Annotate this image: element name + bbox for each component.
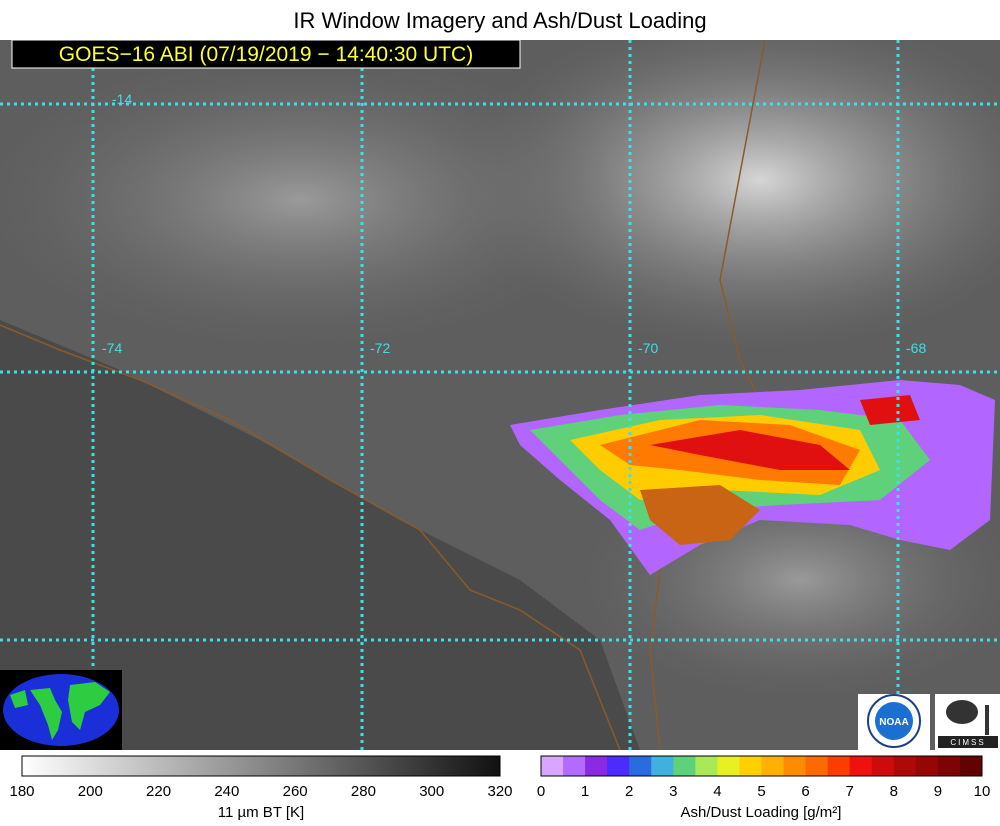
coastline <box>0 324 621 750</box>
tick-label: 200 <box>78 783 103 800</box>
subtitle-box <box>11 40 521 69</box>
lat-label: -14 <box>112 91 132 107</box>
colorbar-segment <box>937 756 961 776</box>
logo-shape <box>946 700 978 724</box>
tick-label: 280 <box>351 783 376 800</box>
continent <box>10 690 28 708</box>
colorbar-segment <box>717 756 740 776</box>
tick-label: 4 <box>713 783 721 800</box>
colorbar-segment <box>739 756 762 776</box>
colorbar-segment <box>651 756 674 776</box>
colorbar-segment <box>849 756 873 776</box>
cimss-logo: CIMSS <box>935 694 1000 750</box>
grid: -14 -74 -72 -70 -68 <box>0 40 1000 750</box>
tick-label: 3 <box>669 783 677 800</box>
plume-high <box>640 485 760 545</box>
satellite-image: -14 -74 -72 -70 -68 GOES−16 ABI (07/19/2… <box>0 40 1000 750</box>
tick-label: 0 <box>537 783 545 800</box>
logo-shape <box>985 705 989 735</box>
tick-label: 10 <box>974 783 991 800</box>
colorbar-segment <box>783 756 807 776</box>
lon-label: -68 <box>906 340 926 356</box>
logo-text: CIMSS <box>950 738 985 747</box>
tick-label: 240 <box>214 783 239 800</box>
lon-label: -74 <box>102 340 122 356</box>
ocean <box>3 674 119 746</box>
ash-plume <box>510 380 995 575</box>
colorbar <box>21 755 501 777</box>
tick-label: 260 <box>283 783 308 800</box>
colorbar-segment <box>695 756 718 776</box>
subtitle: GOES−16 ABI (07/19/2019 − 14:40:30 UTC) <box>59 43 473 66</box>
plume-high <box>650 430 850 470</box>
colorbar-segment <box>585 756 608 776</box>
logo-band <box>938 736 998 748</box>
bt-colorbar: 11 µm BT [K] 180 200 220 240 260 280 300 320 <box>9 755 513 821</box>
colorbar-label: Ash/Dust Loading [g/m²] <box>681 804 842 821</box>
colorbar-segment <box>629 756 652 776</box>
tick-label: 2 <box>625 783 633 800</box>
colorbar-label: 11 µm BT [K] <box>218 804 304 821</box>
colorbar-segment <box>805 756 829 776</box>
colorbar-segment <box>761 756 785 776</box>
colorbar-segment <box>827 756 851 776</box>
colorbar-segment <box>673 756 696 776</box>
globe-inset <box>0 670 122 750</box>
title: IR Window Imagery and Ash/Dust Loading <box>293 8 706 33</box>
tick-label: 8 <box>890 783 898 800</box>
tick-label: 320 <box>487 783 512 800</box>
tick-label: 5 <box>757 783 765 800</box>
colorbar-segment <box>563 756 586 776</box>
tick-label: 300 <box>419 783 444 800</box>
colorbar-segment <box>915 756 939 776</box>
ocean <box>0 320 640 750</box>
continent <box>30 688 62 740</box>
colorbar-frame <box>540 755 983 777</box>
colorbar-segment <box>541 756 564 776</box>
colorbar-segment <box>893 756 917 776</box>
plume-high <box>860 395 920 425</box>
lon-label: -72 <box>370 340 390 356</box>
tick-label: 9 <box>934 783 942 800</box>
tick-label: 7 <box>846 783 854 800</box>
ash-colorbar: Ash/Dust Loading [g/m²] 0 1 2 3 4 5 6 7 8 9 10 <box>537 755 991 821</box>
lon-label: -70 <box>638 340 658 356</box>
logo-text: NOAA <box>879 717 908 728</box>
cloud <box>460 40 1000 350</box>
noaa-logo: NOAA <box>858 694 930 750</box>
tick-label: 1 <box>581 783 589 800</box>
continent <box>68 682 110 730</box>
tick-label: 180 <box>9 783 34 800</box>
colorbar-segment <box>871 756 895 776</box>
cloud <box>0 50 620 350</box>
tick-label: 6 <box>801 783 809 800</box>
tick-label: 220 <box>146 783 171 800</box>
colorbar-segment <box>607 756 630 776</box>
colorbar-segment <box>959 756 983 776</box>
logo-disc <box>875 702 913 740</box>
